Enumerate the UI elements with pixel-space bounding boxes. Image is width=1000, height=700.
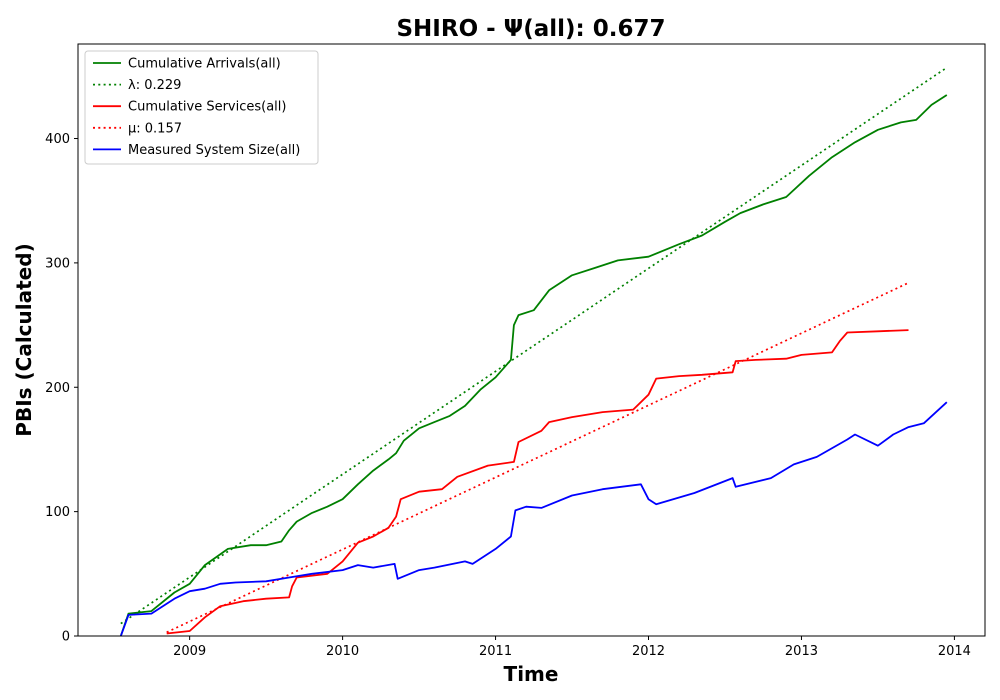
legend-label: Cumulative Services(all): [128, 100, 286, 115]
axes-frame: [77, 43, 986, 637]
y-tick-label: 0: [62, 630, 70, 645]
x-tick-label: 2009: [173, 644, 206, 659]
legend-label: μ: 0.157: [128, 121, 182, 136]
y-tick-label: 400: [45, 132, 70, 147]
x-tick-label: 2013: [785, 644, 818, 659]
x-tick-label: 2012: [632, 644, 665, 659]
x-axis-label: Time: [504, 662, 559, 686]
series-line-2: [166, 329, 909, 635]
legend-label: λ: 0.229: [128, 78, 181, 93]
series-line-0: [119, 94, 948, 637]
chart-title: SHIRO - Ψ(all): 0.677: [396, 16, 665, 42]
legend: Cumulative Arrivals(all) λ: 0.229 Cumulati…: [84, 50, 319, 165]
y-tick-label: 200: [45, 381, 70, 396]
series-line-3: [166, 282, 909, 634]
x-tick-label: 2011: [479, 644, 512, 659]
series-line-4: [119, 401, 948, 637]
legend-box: [84, 50, 319, 165]
x-tick-label: 2010: [326, 644, 359, 659]
y-axis-label: PBIs (Calculated): [12, 243, 36, 436]
x-tick-label: 2014: [938, 644, 971, 659]
y-tick-label: 300: [45, 256, 70, 271]
series-line-1: [120, 66, 948, 625]
plot-area: 2009 2010 2011 2012 2013 2014 0 100 200 300 400: [45, 43, 986, 659]
legend-label: Measured System Size(all): [128, 143, 300, 158]
legend-label: Cumulative Arrivals(all): [128, 57, 281, 72]
y-tick-label: 100: [45, 505, 70, 520]
